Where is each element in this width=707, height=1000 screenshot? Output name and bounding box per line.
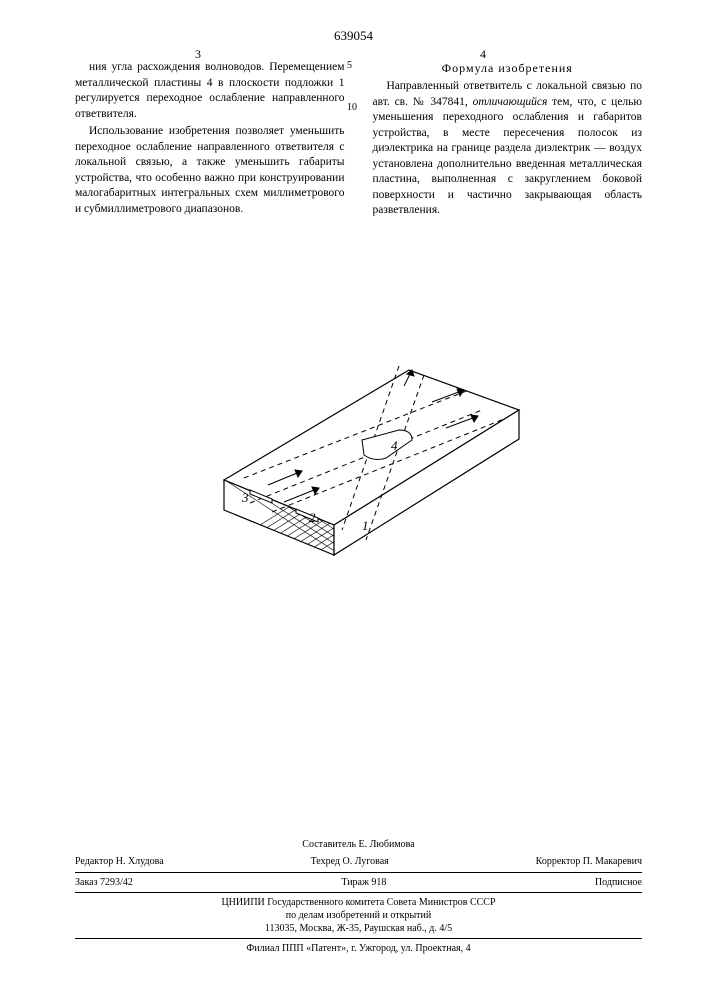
divider [75,938,642,939]
text-run: тем, что, с целью уменьшения переходного… [373,96,643,217]
order-number: Заказ 7293/42 [75,876,133,889]
subscription: Подписное [595,876,642,889]
left-column: ния угла расхождения волноводов. Перемещ… [75,60,345,221]
footer-credits-row: Редактор Н. Хлудова Техред О. Луговая Ко… [75,855,642,868]
text-columns: ния угла расхождения волноводов. Перемещ… [75,60,642,221]
paragraph: ния угла расхождения волноводов. Перемещ… [75,60,345,122]
paragraph: Направленный ответвитель с локальной свя… [373,79,643,219]
emphasis: отличающийся [473,96,548,108]
compiler: Составитель Е. Любимова [75,838,642,851]
tirage: Тираж 918 [341,876,386,889]
formula-title: Формула изобретения [373,60,643,76]
publisher-org: ЦНИИПИ Государственного комитета Совета … [75,896,642,909]
paragraph: Использование изобретения позволяет умен… [75,124,345,217]
figure: 1 2 3 4 [0,330,707,595]
footer-print-row: Заказ 7293/42 Тираж 918 Подписное [75,876,642,889]
label-4: 4 [391,438,398,453]
branch-address: Филиал ППП «Патент», г. Ужгород, ул. Про… [75,942,642,955]
footer: Составитель Е. Любимова Редактор Н. Хлуд… [75,838,642,955]
publisher-org-sub: по делам изобретений и открытий [75,909,642,922]
divider [75,892,642,893]
editor: Редактор Н. Хлудова [75,855,164,868]
publisher-address: 113035, Москва, Ж-35, Раушская наб., д. … [75,922,642,935]
techred: Техред О. Луговая [311,855,389,868]
label-2: 2 [309,510,316,525]
patent-number: 639054 [0,28,707,44]
label-1: 1 [362,518,369,533]
waveguide-diagram: 1 2 3 4 [164,330,544,590]
label-3: 3 [241,490,249,505]
divider [75,872,642,873]
right-column: Формула изобретения Направленный ответви… [373,60,643,221]
corrector: Корректор П. Макаревич [536,855,642,868]
